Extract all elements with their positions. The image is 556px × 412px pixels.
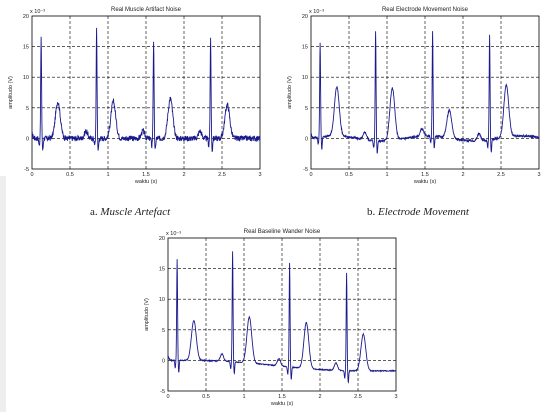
y-tick-label: 5 bbox=[26, 106, 29, 112]
ecg-signal-line bbox=[31, 27, 261, 153]
y-tick-label: 15 bbox=[23, 45, 29, 51]
chart-title: Real Muscle Artifact Noise bbox=[111, 7, 182, 13]
y-exponent-label: x 10⁻³ bbox=[309, 9, 324, 15]
caption-electrode-movement: b. Electrode Movement bbox=[367, 206, 469, 218]
x-tick-label: 0 bbox=[309, 172, 312, 178]
y-tick-label: 20 bbox=[302, 14, 308, 20]
baseline-wander-chart: Real Baseline Wander Noise x 10⁻³ 0 0.5 1 1.5… bbox=[144, 229, 398, 407]
caption-b-text: Electrode Movement bbox=[378, 206, 469, 218]
x-tick-label: 1 bbox=[242, 394, 245, 400]
x-tick-label: 2.5 bbox=[497, 172, 505, 178]
y-tick-label: 20 bbox=[159, 236, 165, 242]
y-exponent-label: x 10⁻³ bbox=[166, 231, 181, 237]
x-tick-label: 0 bbox=[30, 172, 33, 178]
x-tick-label: 3 bbox=[394, 394, 397, 400]
y-tick-label: -5 bbox=[303, 167, 308, 173]
y-tick-label: 15 bbox=[302, 45, 308, 51]
ecg-signal-line bbox=[167, 251, 397, 384]
x-tick-label: 2.5 bbox=[218, 172, 226, 178]
y-tick-label: 20 bbox=[23, 14, 29, 20]
x-tick-label: 0 bbox=[166, 394, 169, 400]
chart-title: Real Electrode Movement Noise bbox=[382, 7, 469, 13]
caption-a-text: Muscle Artefact bbox=[100, 206, 171, 218]
x-tick-label: 1 bbox=[106, 172, 109, 178]
y-tick-label: 15 bbox=[159, 267, 165, 273]
y-tick-label: 10 bbox=[23, 75, 29, 81]
caption-b-prefix: b. bbox=[367, 206, 378, 218]
x-tick-label: 3 bbox=[537, 172, 540, 178]
y-tick-label: 0 bbox=[162, 358, 165, 364]
x-tick-label: 2 bbox=[318, 394, 321, 400]
x-tick-label: 2.5 bbox=[354, 394, 362, 400]
x-tick-label: 1.5 bbox=[278, 394, 286, 400]
y-tick-label: -5 bbox=[24, 167, 29, 173]
chart-title: Real Baseline Wander Noise bbox=[244, 229, 321, 235]
y-axis-label: amplitudo (V) bbox=[8, 76, 14, 109]
y-exponent-label: x 10⁻³ bbox=[30, 9, 45, 15]
x-tick-label: 3 bbox=[258, 172, 261, 178]
y-axis-label: amplitudo (V) bbox=[144, 298, 150, 331]
left-margin-strip bbox=[0, 176, 6, 412]
electrode-movement-chart: Real Electrode Movement Noise x 10⁻³ 0 0.5 1… bbox=[287, 7, 541, 185]
y-tick-label: 5 bbox=[305, 106, 308, 112]
muscle-artifact-chart: Real Muscle Artifact Noise x 10⁻³ 0 0.5 1 1.5… bbox=[8, 7, 262, 185]
caption-a-prefix: a. bbox=[90, 206, 101, 218]
ecg-signal-line bbox=[310, 31, 540, 154]
y-tick-label: 10 bbox=[302, 75, 308, 81]
y-tick-label: 0 bbox=[26, 136, 29, 142]
x-tick-label: 0.5 bbox=[202, 394, 210, 400]
y-tick-label: -5 bbox=[160, 389, 165, 395]
x-tick-label: 2 bbox=[182, 172, 185, 178]
y-tick-label: 0 bbox=[305, 136, 308, 142]
x-axis-label: waktu (s) bbox=[134, 179, 157, 185]
y-tick-label: 5 bbox=[162, 328, 165, 334]
x-tick-label: 0.5 bbox=[66, 172, 74, 178]
x-tick-label: 1.5 bbox=[142, 172, 150, 178]
x-tick-label: 1 bbox=[385, 172, 388, 178]
y-axis-label: amplitudo (V) bbox=[287, 76, 293, 109]
x-axis-label: waktu (s) bbox=[413, 179, 436, 185]
y-tick-label: 10 bbox=[159, 297, 165, 303]
x-tick-label: 2 bbox=[461, 172, 464, 178]
x-tick-label: 0.5 bbox=[345, 172, 353, 178]
caption-muscle-artefact: a. Muscle Artefact bbox=[90, 206, 170, 218]
x-axis-label: waktu (s) bbox=[270, 401, 293, 407]
x-tick-label: 1.5 bbox=[421, 172, 429, 178]
